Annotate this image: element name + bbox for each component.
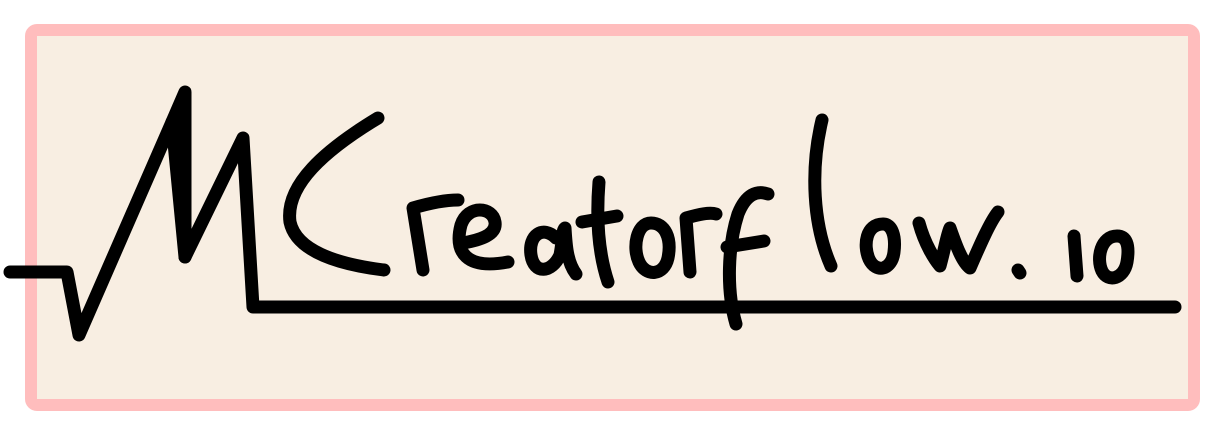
logo-stroke-r2 <box>679 206 723 279</box>
logo-stroke-t-bar <box>575 209 624 229</box>
logo-stroke-f-stem <box>722 186 775 331</box>
logo-stroke-i <box>1067 229 1084 283</box>
logo-stroke-f-bar <box>720 234 771 254</box>
logo-stroke-o <box>629 216 676 279</box>
logo-stroke-t-stem <box>591 175 615 289</box>
logo-stroke-w <box>912 205 1005 275</box>
logo-stroke-dot <box>1011 263 1027 280</box>
logo-stroke-o2 <box>859 217 901 275</box>
logo-stroke-a <box>524 221 583 281</box>
logo-stroke-l <box>808 113 838 273</box>
logo-stroke-c <box>283 111 391 277</box>
logo-stroke-m-peak <box>165 85 192 264</box>
logo-ink-strokes <box>3 85 1182 342</box>
logo-stroke-r <box>406 193 465 277</box>
logo-stroke-e <box>452 203 515 271</box>
logo-stroke-o3 <box>1093 229 1135 285</box>
